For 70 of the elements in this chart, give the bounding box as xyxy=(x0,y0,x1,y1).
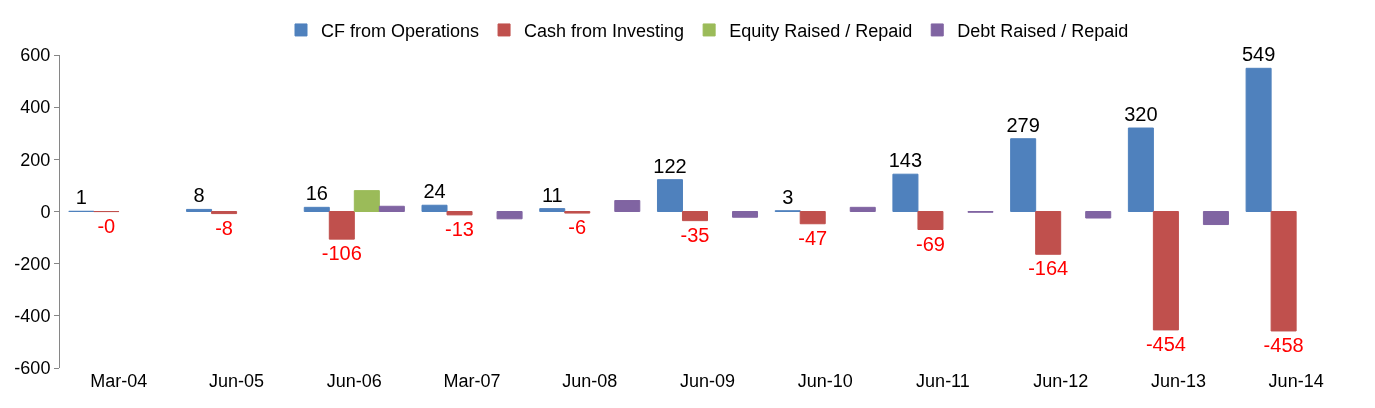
data-label: -8 xyxy=(215,216,233,239)
legend-label: Equity Raised / Repaid xyxy=(729,20,913,41)
bar xyxy=(1270,211,1297,332)
data-label: 549 xyxy=(1241,43,1276,66)
data-label: 8 xyxy=(193,184,205,207)
bar xyxy=(303,206,330,212)
x-tick-label: Jun-12 xyxy=(1033,371,1089,391)
bar xyxy=(732,211,759,218)
legend-label: CF from Operations xyxy=(321,20,480,41)
x-tick-label: Jun-09 xyxy=(679,371,736,391)
bar xyxy=(353,190,380,212)
bar xyxy=(656,179,683,212)
data-label: 320 xyxy=(1124,103,1158,126)
data-label: -47 xyxy=(798,226,828,249)
data-label: -6 xyxy=(568,216,587,239)
x-tick-label: Jun-10 xyxy=(797,371,853,391)
bar xyxy=(378,205,405,212)
data-label: -458 xyxy=(1263,333,1304,356)
bar xyxy=(421,204,448,212)
bar xyxy=(1152,211,1179,331)
y-tick-label: 600 xyxy=(20,45,51,66)
bar xyxy=(1245,67,1272,212)
x-tick-label: Mar-04 xyxy=(90,371,148,391)
data-label: -69 xyxy=(915,232,945,255)
y-tick-label: -600 xyxy=(14,358,51,379)
bar xyxy=(799,211,826,225)
x-tick-label: Mar-07 xyxy=(443,371,501,391)
x-tick-label: Jun-13 xyxy=(1150,371,1206,391)
data-label: -106 xyxy=(321,242,362,265)
bar xyxy=(496,211,523,220)
bar xyxy=(211,211,238,215)
data-label: 279 xyxy=(1006,113,1040,136)
data-label: -0 xyxy=(97,214,116,237)
bar xyxy=(1035,211,1062,255)
y-tick-label: 400 xyxy=(20,97,51,118)
bar xyxy=(1085,211,1112,219)
bar xyxy=(539,208,566,212)
legend-label: Cash from Investing xyxy=(524,20,685,41)
data-label: 11 xyxy=(541,183,563,206)
y-tick-label: 200 xyxy=(20,149,51,170)
y-tick-label: -400 xyxy=(14,306,51,327)
legend-label: Debt Raised / Repaid xyxy=(957,20,1129,41)
bar xyxy=(446,211,473,216)
x-tick-label: Jun-11 xyxy=(916,371,970,391)
data-label: 143 xyxy=(888,149,923,172)
data-label: 122 xyxy=(653,154,687,177)
bar xyxy=(186,208,213,212)
bar xyxy=(614,200,641,212)
bar xyxy=(1010,138,1037,212)
bar xyxy=(1127,127,1154,212)
bar xyxy=(681,211,708,222)
y-tick-label: 0 xyxy=(40,201,51,222)
bar xyxy=(328,211,355,240)
data-label: 24 xyxy=(423,180,446,203)
x-tick-label: Jun-14 xyxy=(1268,371,1324,391)
data-label: -35 xyxy=(680,223,710,246)
data-label: 1 xyxy=(75,186,87,209)
bar xyxy=(849,206,876,212)
data-label: -454 xyxy=(1145,332,1186,355)
data-label: -13 xyxy=(445,217,474,240)
bar xyxy=(917,211,944,230)
bar xyxy=(1202,211,1229,226)
x-tick-label: Jun-05 xyxy=(209,371,265,391)
x-tick-label: Jun-08 xyxy=(562,371,618,391)
bar xyxy=(892,173,919,212)
data-label: -164 xyxy=(1028,257,1069,280)
data-label: 3 xyxy=(782,185,794,208)
x-tick-label: Jun-06 xyxy=(326,371,382,391)
y-tick-label: -200 xyxy=(14,253,51,274)
data-label: 16 xyxy=(305,182,328,205)
